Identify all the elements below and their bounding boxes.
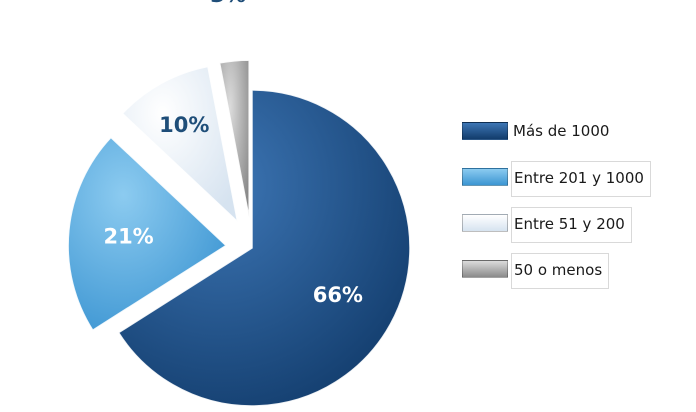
slice-50-o-menos <box>218 59 250 219</box>
legend-label: Más de 1000 <box>513 122 610 140</box>
legend: Más de 1000 Entre 201 y 1000 Entre 51 y … <box>462 112 692 296</box>
slice-entre-201-y-1000 <box>67 136 228 332</box>
legend-label: Entre 201 y 1000 <box>511 161 651 197</box>
data-label-10: 10% <box>159 113 209 137</box>
data-label-3: 3% <box>210 0 246 7</box>
legend-swatch <box>462 260 508 278</box>
legend-item-entre-51-y-200: Entre 51 y 200 <box>462 204 692 250</box>
legend-swatch <box>462 214 508 232</box>
data-label-66: 66% <box>313 283 363 307</box>
legend-label: 50 o menos <box>511 253 610 289</box>
legend-item-50-o-menos: 50 o menos <box>462 250 692 296</box>
slice-mas-de-1000 <box>117 89 411 407</box>
legend-swatch <box>462 168 508 186</box>
legend-swatch <box>462 122 508 140</box>
data-label-21: 21% <box>103 224 153 248</box>
legend-item-entre-201-y-1000: Entre 201 y 1000 <box>462 158 692 204</box>
legend-item-mas-de-1000: Más de 1000 <box>462 112 692 158</box>
legend-label: Entre 51 y 200 <box>511 207 632 243</box>
slice-entre-51-y-200 <box>121 65 239 224</box>
